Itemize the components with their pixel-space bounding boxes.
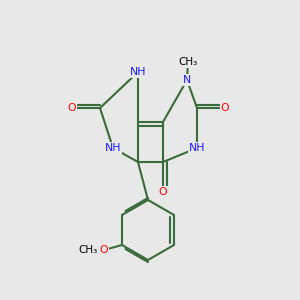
Text: NH: NH	[189, 143, 205, 153]
Text: O: O	[100, 245, 108, 255]
Text: N: N	[183, 75, 191, 85]
Text: O: O	[159, 187, 167, 197]
Text: O: O	[221, 103, 229, 113]
Text: NH: NH	[130, 67, 146, 77]
Text: CH₃: CH₃	[78, 245, 98, 255]
Text: O: O	[68, 103, 76, 113]
Text: NH: NH	[105, 143, 121, 153]
Text: CH₃: CH₃	[178, 57, 198, 67]
